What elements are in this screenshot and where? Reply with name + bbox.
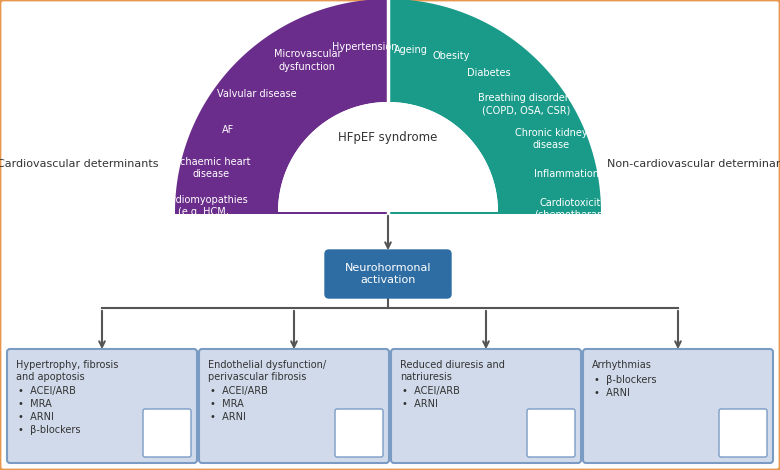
Text: •  ACEI/ARB: • ACEI/ARB xyxy=(18,386,76,396)
Text: Hypertension: Hypertension xyxy=(332,42,398,52)
Text: Diabetes: Diabetes xyxy=(467,68,511,78)
Text: •  ARNI: • ARNI xyxy=(594,388,630,398)
FancyBboxPatch shape xyxy=(527,409,575,457)
Text: Microvascular
dysfunction: Microvascular dysfunction xyxy=(274,49,341,71)
Text: •  ARNI: • ARNI xyxy=(18,412,54,422)
FancyBboxPatch shape xyxy=(583,349,773,463)
Text: •  ARNI: • ARNI xyxy=(402,399,438,409)
FancyBboxPatch shape xyxy=(143,409,191,457)
Text: Chronic kidney
disease: Chronic kidney disease xyxy=(516,128,588,150)
FancyBboxPatch shape xyxy=(335,409,383,457)
Text: AF: AF xyxy=(222,125,234,135)
FancyBboxPatch shape xyxy=(719,409,767,457)
FancyBboxPatch shape xyxy=(7,349,197,463)
Text: Ischaemic heart
disease: Ischaemic heart disease xyxy=(172,157,250,179)
FancyBboxPatch shape xyxy=(325,250,451,298)
Polygon shape xyxy=(175,212,388,214)
Text: •  β-blockers: • β-blockers xyxy=(594,375,657,385)
Text: Cardiovascular determinants: Cardiovascular determinants xyxy=(0,159,159,169)
Text: •  MRA: • MRA xyxy=(210,399,243,409)
Polygon shape xyxy=(278,102,498,212)
Polygon shape xyxy=(175,0,388,212)
Text: Valvular disease: Valvular disease xyxy=(217,89,296,99)
Text: Arrhythmias: Arrhythmias xyxy=(592,360,652,370)
Text: Cardiotoxicity
(chemotherapy): Cardiotoxicity (chemotherapy) xyxy=(534,197,612,220)
Text: Obesity: Obesity xyxy=(433,51,470,61)
Text: Ageing: Ageing xyxy=(394,45,427,55)
FancyBboxPatch shape xyxy=(391,349,581,463)
Text: HFpEF syndrome: HFpEF syndrome xyxy=(339,131,438,144)
Text: Reduced diuresis and
natriuresis: Reduced diuresis and natriuresis xyxy=(400,360,505,383)
Text: Inflammation: Inflammation xyxy=(534,169,598,179)
Text: •  ACEI/ARB: • ACEI/ARB xyxy=(402,386,460,396)
Text: •  ACEI/ARB: • ACEI/ARB xyxy=(210,386,268,396)
Text: Neurohormonal
activation: Neurohormonal activation xyxy=(345,263,431,285)
Text: •  β-blockers: • β-blockers xyxy=(18,425,80,435)
Text: Hypertrophy, fibrosis
and apoptosis: Hypertrophy, fibrosis and apoptosis xyxy=(16,360,119,383)
Polygon shape xyxy=(388,0,601,212)
Text: •  MRA: • MRA xyxy=(18,399,51,409)
Text: Endothelial dysfunction/
perivascular fibrosis: Endothelial dysfunction/ perivascular fi… xyxy=(208,360,326,383)
Text: •  ARNI: • ARNI xyxy=(210,412,246,422)
Text: Cardiomyopathies
(e.g. HCM,
amyloidosis): Cardiomyopathies (e.g. HCM, amyloidosis) xyxy=(159,195,248,229)
Text: Non-cardiovascular determinants: Non-cardiovascular determinants xyxy=(607,159,780,169)
Polygon shape xyxy=(388,212,601,214)
Text: Breathing disorders
(COPD, OSA, CSR): Breathing disorders (COPD, OSA, CSR) xyxy=(478,93,574,116)
FancyBboxPatch shape xyxy=(199,349,389,463)
